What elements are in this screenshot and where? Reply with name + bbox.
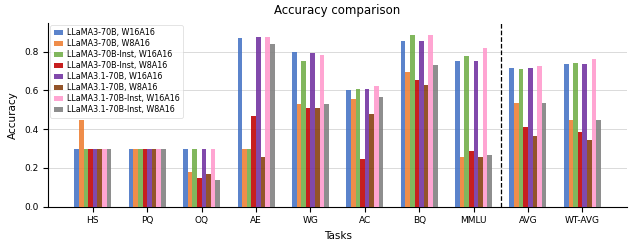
Legend: LLaMA3-70B, W16A16, LLaMA3-70B, W8A16, LLaMA3-70B-Inst, W16A16, LLaMA3-70B-Inst,: LLaMA3-70B, W16A16, LLaMA3-70B, W8A16, L… bbox=[51, 25, 182, 118]
Bar bbox=[301, 61, 306, 207]
Bar bbox=[256, 37, 260, 207]
Bar bbox=[573, 63, 578, 207]
Bar bbox=[88, 148, 93, 207]
Bar bbox=[524, 127, 528, 207]
Bar bbox=[360, 159, 365, 207]
Bar bbox=[542, 103, 547, 207]
Bar bbox=[129, 148, 133, 207]
Bar bbox=[428, 35, 433, 207]
Bar bbox=[79, 119, 84, 207]
Bar bbox=[532, 136, 537, 207]
Bar bbox=[206, 174, 211, 207]
Bar bbox=[528, 68, 532, 207]
Bar bbox=[315, 108, 319, 207]
Bar bbox=[270, 44, 275, 207]
Bar bbox=[460, 157, 465, 207]
Bar bbox=[469, 151, 474, 207]
Bar bbox=[306, 108, 310, 207]
Bar bbox=[133, 148, 138, 207]
Bar bbox=[346, 90, 351, 207]
Bar bbox=[310, 53, 315, 207]
Bar bbox=[351, 99, 356, 207]
Bar bbox=[324, 104, 329, 207]
Bar bbox=[455, 61, 460, 207]
Bar bbox=[582, 64, 587, 207]
Bar bbox=[211, 148, 216, 207]
Bar bbox=[401, 41, 405, 207]
Bar bbox=[474, 61, 478, 207]
Bar bbox=[247, 148, 252, 207]
Bar bbox=[260, 157, 265, 207]
Bar bbox=[537, 66, 542, 207]
Bar bbox=[415, 80, 419, 207]
Bar bbox=[356, 88, 360, 207]
Bar bbox=[591, 58, 596, 207]
Bar bbox=[252, 116, 256, 207]
Bar bbox=[564, 64, 568, 207]
Bar bbox=[84, 148, 88, 207]
Bar bbox=[183, 148, 188, 207]
Bar bbox=[596, 120, 601, 207]
Bar bbox=[488, 155, 492, 207]
Bar bbox=[509, 68, 514, 207]
Bar bbox=[319, 55, 324, 207]
Bar bbox=[365, 88, 369, 207]
Y-axis label: Accuracy: Accuracy bbox=[8, 91, 19, 139]
Bar bbox=[410, 35, 415, 207]
Bar bbox=[374, 86, 379, 207]
Bar bbox=[93, 148, 97, 207]
Bar bbox=[433, 65, 438, 207]
Title: Accuracy comparison: Accuracy comparison bbox=[275, 4, 401, 17]
Bar bbox=[147, 148, 152, 207]
Bar bbox=[379, 97, 383, 207]
Bar bbox=[74, 148, 79, 207]
X-axis label: Tasks: Tasks bbox=[324, 231, 351, 241]
Bar bbox=[138, 148, 143, 207]
Bar bbox=[405, 72, 410, 207]
Bar bbox=[107, 148, 111, 207]
Bar bbox=[143, 148, 147, 207]
Bar bbox=[237, 38, 242, 207]
Bar bbox=[102, 148, 107, 207]
Bar bbox=[292, 52, 296, 207]
Bar bbox=[202, 148, 206, 207]
Bar bbox=[161, 148, 166, 207]
Bar bbox=[519, 69, 524, 207]
Bar bbox=[188, 172, 193, 207]
Bar bbox=[242, 148, 247, 207]
Bar bbox=[216, 179, 220, 207]
Bar bbox=[265, 37, 270, 207]
Bar bbox=[97, 148, 102, 207]
Bar bbox=[197, 178, 202, 207]
Bar bbox=[424, 85, 428, 207]
Bar bbox=[483, 48, 488, 207]
Bar bbox=[568, 120, 573, 207]
Bar bbox=[587, 140, 591, 207]
Bar bbox=[156, 148, 161, 207]
Bar bbox=[296, 104, 301, 207]
Bar bbox=[578, 132, 582, 207]
Bar bbox=[369, 114, 374, 207]
Bar bbox=[193, 148, 197, 207]
Bar bbox=[152, 148, 156, 207]
Bar bbox=[514, 103, 519, 207]
Bar bbox=[465, 56, 469, 207]
Bar bbox=[478, 157, 483, 207]
Bar bbox=[419, 41, 424, 207]
